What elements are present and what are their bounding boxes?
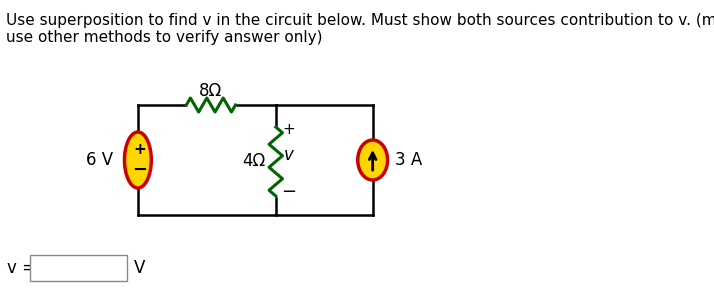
Text: 4Ω: 4Ω: [242, 152, 265, 170]
Text: v: v: [284, 146, 294, 164]
Ellipse shape: [124, 132, 151, 188]
Text: v =: v =: [7, 259, 36, 277]
Text: −: −: [133, 161, 148, 179]
Bar: [30, 255, 126, 281]
Text: +: +: [283, 122, 296, 137]
Text: 8Ω: 8Ω: [199, 82, 223, 100]
Text: use other methods to verify answer only): use other methods to verify answer only): [6, 30, 323, 45]
Circle shape: [358, 140, 388, 180]
Text: 6 V: 6 V: [86, 151, 114, 169]
Text: −: −: [281, 183, 297, 201]
Text: V: V: [134, 259, 146, 277]
Text: +: +: [134, 142, 146, 158]
Text: 3 A: 3 A: [395, 151, 422, 169]
Text: Use superposition to find v in the circuit below. Must show both sources contrib: Use superposition to find v in the circu…: [6, 13, 714, 28]
